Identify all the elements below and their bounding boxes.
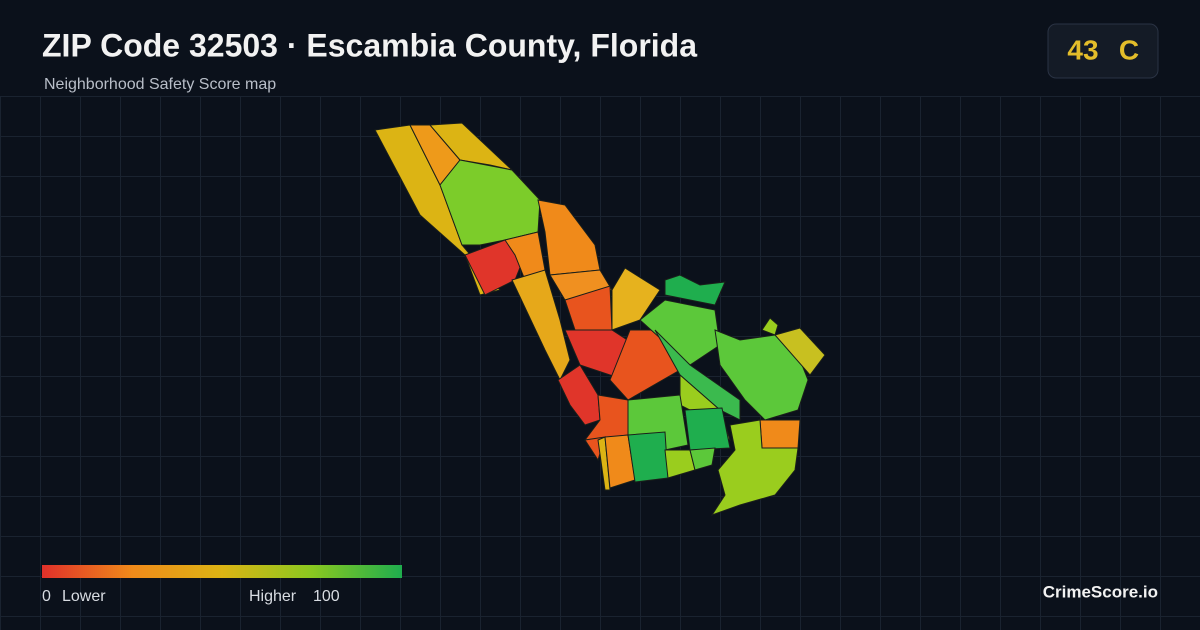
score-badge — [1047, 23, 1159, 79]
title: ZIP Code 32503 · Escambia County, Florid… — [42, 27, 697, 63]
neighborhood — [597, 436, 611, 491]
neighborhood — [627, 431, 669, 483]
legend-min-label: Lower — [62, 588, 106, 605]
neighborhood — [689, 447, 716, 471]
legend-scale — [42, 565, 402, 578]
neighborhood — [684, 407, 731, 451]
zip-map — [374, 122, 826, 516]
legend-max-label: Higher — [249, 588, 297, 605]
subtitle: Neighborhood Safety Score map — [44, 76, 276, 93]
neighborhood — [774, 327, 826, 376]
neighborhood — [611, 267, 661, 331]
neighborhood — [761, 317, 779, 336]
neighborhood — [511, 269, 571, 382]
header-band — [0, 0, 1200, 96]
neighborhood — [759, 419, 801, 449]
legend-min: 0 — [42, 588, 51, 605]
legend-max: 100 — [313, 588, 340, 605]
brand: CrimeScore.io — [1043, 582, 1158, 601]
neighborhood — [714, 329, 809, 421]
neighborhood — [664, 449, 696, 479]
score-grade: C — [1119, 34, 1139, 65]
score-value: 43 — [1067, 34, 1098, 65]
neighborhood — [537, 199, 601, 276]
neighborhood — [664, 274, 726, 306]
neighborhood — [710, 419, 799, 516]
neighborhood — [557, 364, 601, 426]
